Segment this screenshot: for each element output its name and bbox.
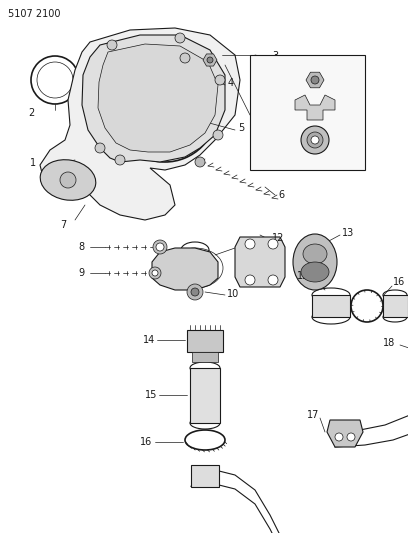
Text: 15: 15 xyxy=(297,271,309,281)
Text: 11: 11 xyxy=(237,241,249,251)
Circle shape xyxy=(107,40,117,50)
Text: 3: 3 xyxy=(272,51,278,61)
Circle shape xyxy=(115,155,125,165)
Circle shape xyxy=(175,33,185,43)
Circle shape xyxy=(156,243,164,251)
Text: 8: 8 xyxy=(78,242,84,252)
Text: 19: 19 xyxy=(302,153,314,163)
Bar xyxy=(191,465,219,487)
Circle shape xyxy=(307,132,323,148)
Ellipse shape xyxy=(40,160,96,200)
Circle shape xyxy=(347,433,355,441)
Polygon shape xyxy=(152,248,218,290)
Polygon shape xyxy=(203,54,217,66)
Text: 6: 6 xyxy=(278,190,284,200)
Circle shape xyxy=(311,76,319,84)
Polygon shape xyxy=(235,237,285,287)
Polygon shape xyxy=(295,95,335,120)
Text: 5107 2100: 5107 2100 xyxy=(8,9,60,19)
Circle shape xyxy=(180,53,190,63)
Text: 5: 5 xyxy=(238,123,244,133)
Bar xyxy=(187,330,223,352)
Circle shape xyxy=(195,157,205,167)
Bar xyxy=(250,55,365,170)
Bar xyxy=(383,295,408,317)
Text: 16: 16 xyxy=(393,277,405,287)
Circle shape xyxy=(153,240,167,254)
Ellipse shape xyxy=(293,234,337,290)
Circle shape xyxy=(245,275,255,285)
Text: 16: 16 xyxy=(140,437,152,447)
Circle shape xyxy=(215,75,225,85)
Text: 1: 1 xyxy=(30,158,36,168)
Circle shape xyxy=(311,136,319,144)
Circle shape xyxy=(213,130,223,140)
Polygon shape xyxy=(40,28,240,220)
Text: 2: 2 xyxy=(28,108,34,118)
Bar xyxy=(192,352,218,362)
Text: 7: 7 xyxy=(60,220,66,230)
Text: 10: 10 xyxy=(227,289,239,299)
Text: 18: 18 xyxy=(383,338,395,348)
Circle shape xyxy=(152,270,158,276)
Polygon shape xyxy=(98,44,218,152)
Polygon shape xyxy=(306,72,324,88)
Circle shape xyxy=(95,143,105,153)
Circle shape xyxy=(335,433,343,441)
Text: 15: 15 xyxy=(145,390,157,400)
Text: 13: 13 xyxy=(342,228,354,238)
Ellipse shape xyxy=(303,244,327,264)
Polygon shape xyxy=(82,35,225,162)
Bar xyxy=(312,295,350,317)
Ellipse shape xyxy=(301,262,329,282)
Circle shape xyxy=(191,288,199,296)
Text: 4: 4 xyxy=(228,78,234,88)
Circle shape xyxy=(207,57,213,63)
Text: 12: 12 xyxy=(272,233,284,243)
Text: 9: 9 xyxy=(78,268,84,278)
Circle shape xyxy=(268,275,278,285)
Circle shape xyxy=(301,126,329,154)
Polygon shape xyxy=(327,420,363,447)
Bar xyxy=(190,368,220,423)
Text: 14: 14 xyxy=(143,335,155,345)
Circle shape xyxy=(187,284,203,300)
Circle shape xyxy=(60,172,76,188)
Circle shape xyxy=(268,239,278,249)
Text: 17: 17 xyxy=(307,410,319,420)
Circle shape xyxy=(149,267,161,279)
Circle shape xyxy=(245,239,255,249)
